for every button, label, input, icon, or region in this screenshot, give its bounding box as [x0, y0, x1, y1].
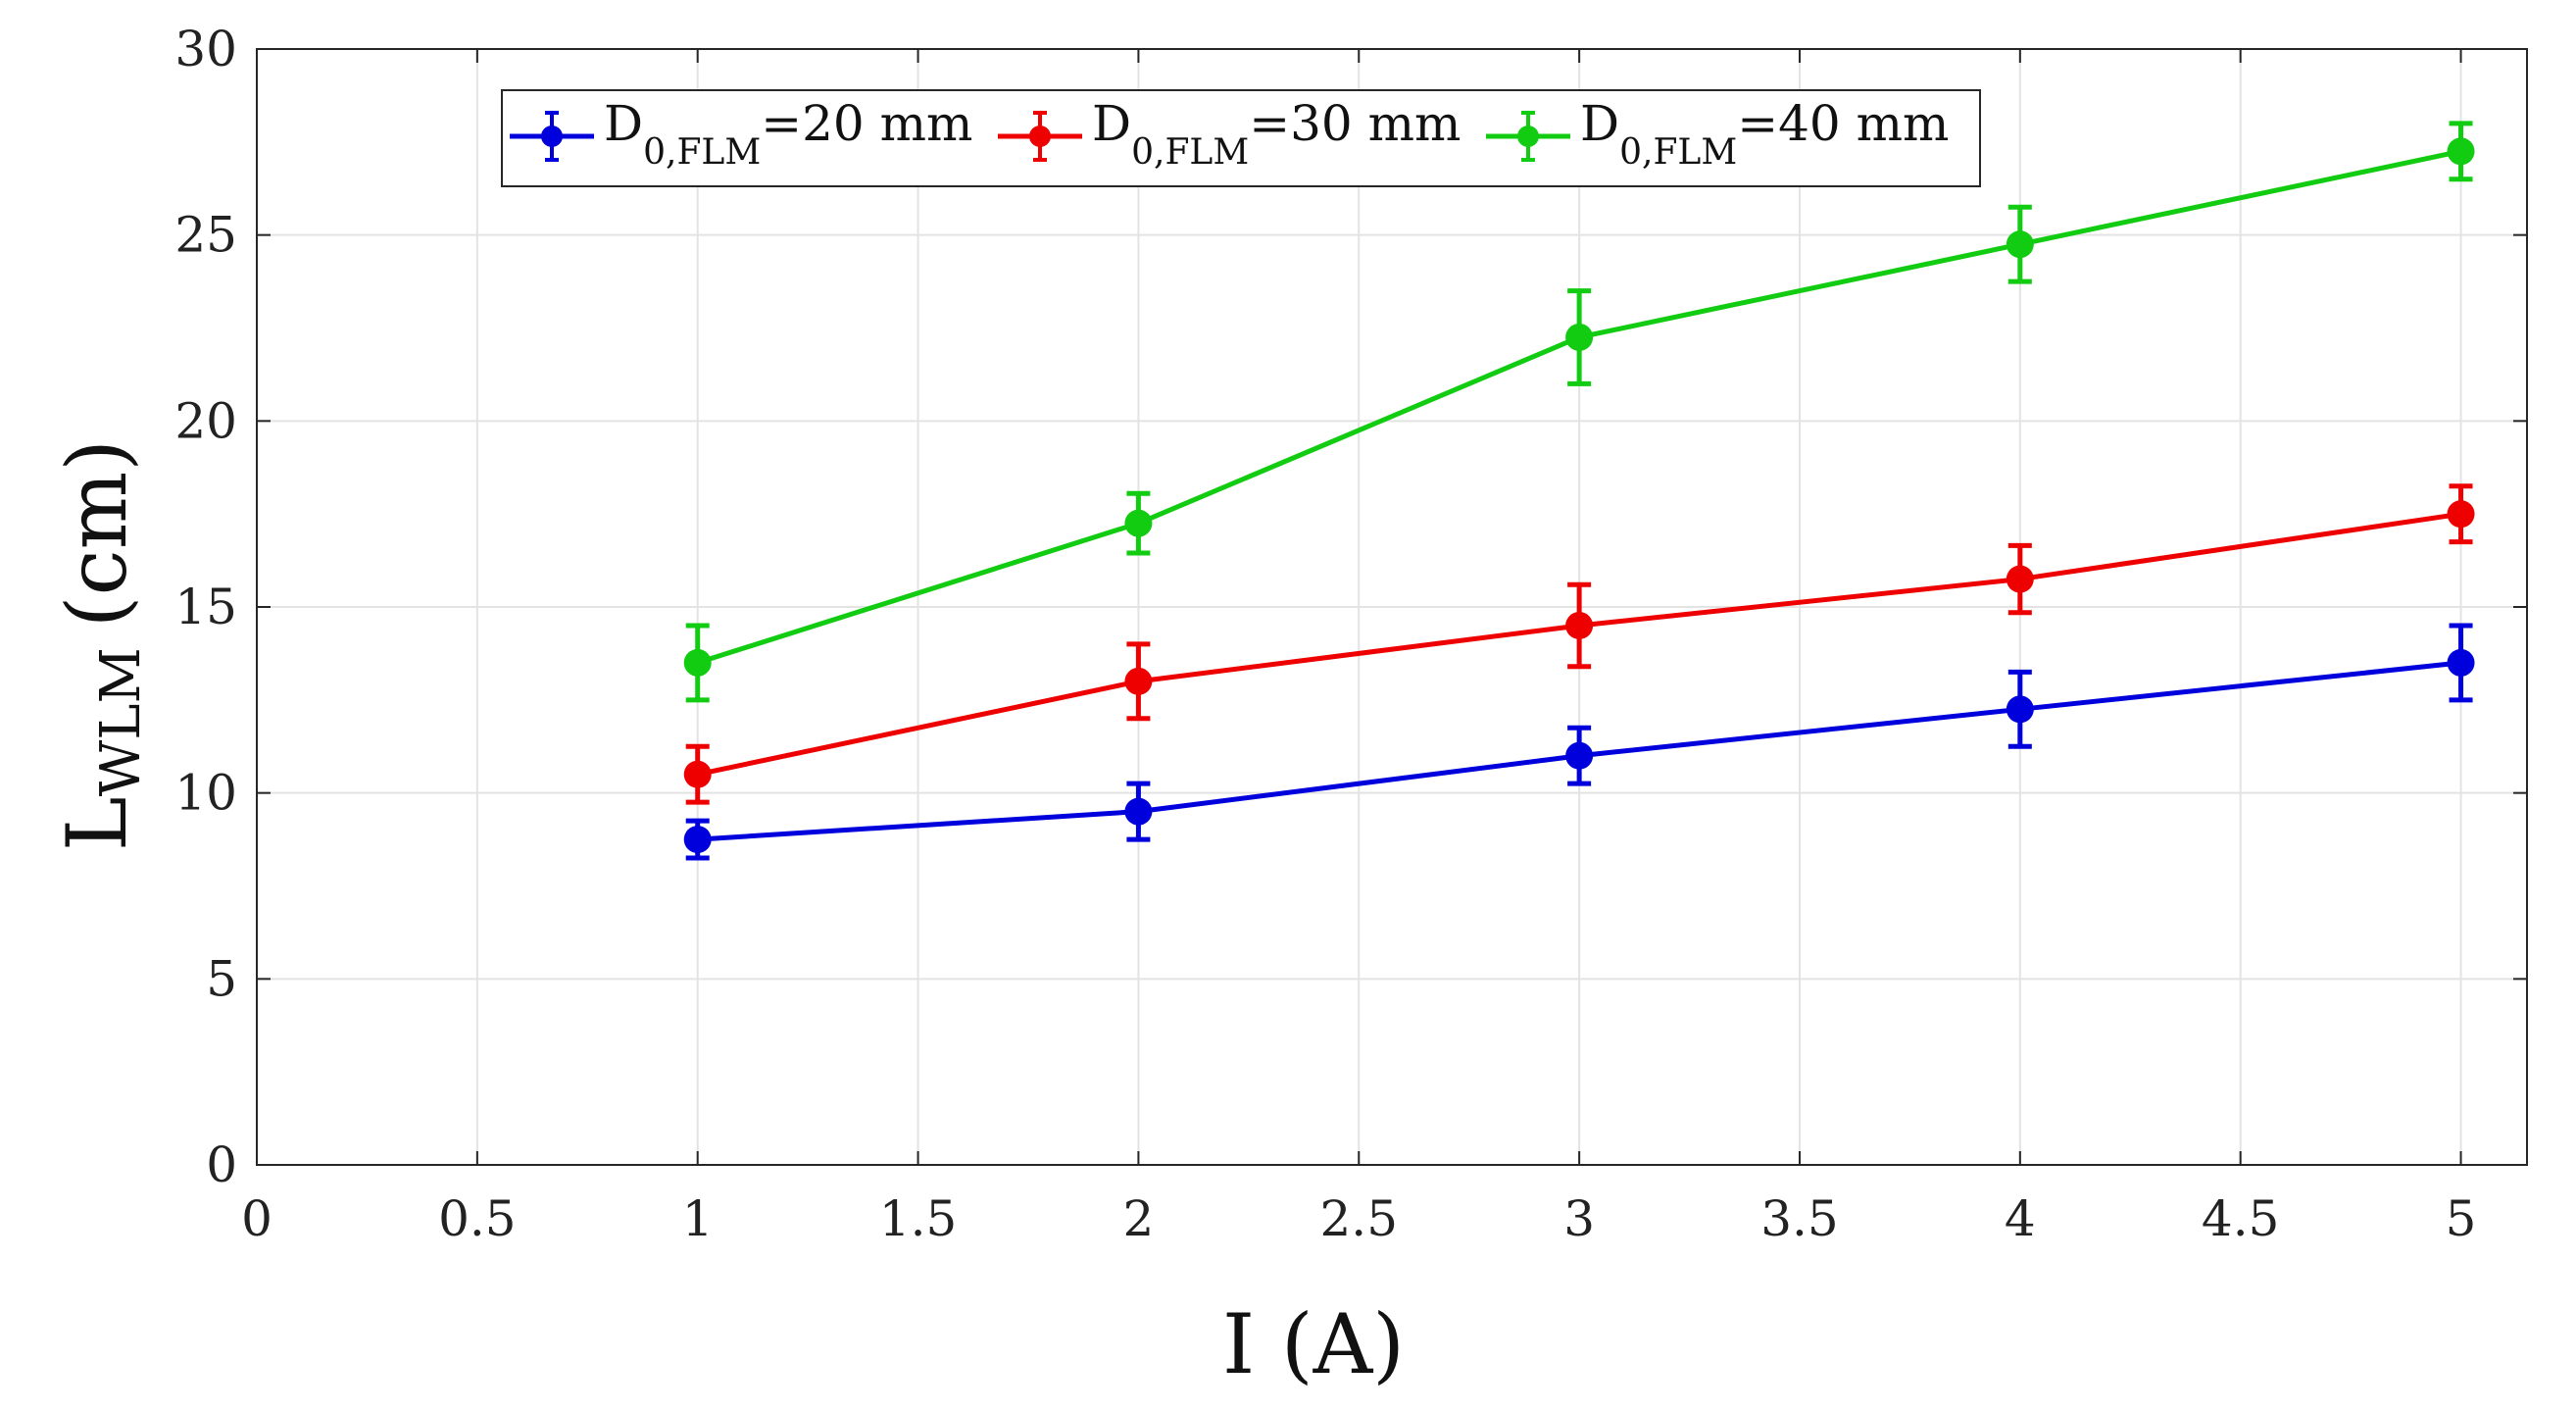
y-tick-label: 15	[174, 579, 237, 635]
data-point	[1565, 611, 1594, 639]
legend-label-subscript: 0,FLM	[643, 132, 761, 173]
legend-label: D0,FLM=30 mm	[1092, 95, 1461, 173]
y-tick-label: 10	[174, 765, 237, 822]
data-point	[2447, 500, 2475, 529]
data-point	[2006, 695, 2034, 724]
svg-text:LWLM(cm): LWLM (cm)	[49, 439, 153, 851]
y-tick-label: 0	[206, 1136, 237, 1193]
legend-label: D0,FLM=40 mm	[1580, 95, 1949, 173]
data-point	[683, 826, 712, 854]
x-tick-label: 3	[1563, 1190, 1595, 1247]
x-tick-label: 1	[682, 1190, 714, 1247]
series-2	[683, 483, 2475, 805]
x-tick-label: 0.5	[438, 1190, 517, 1247]
data-point	[1124, 797, 1153, 826]
axis-ticks: 0 0.5 1 1.5 2 2.5 3 3.5 4 4.5 5 0 5 10 15 20 25 30	[174, 21, 2527, 1247]
legend-label-main: D	[604, 95, 643, 152]
x-axis-label: I (A)	[1222, 1296, 1405, 1392]
y-axis-label-unit: (cm)	[49, 439, 145, 628]
x-tick-label: 3.5	[1760, 1190, 1839, 1247]
y-tick-label: 5	[206, 950, 237, 1007]
y-axis-label-main: L	[49, 796, 145, 851]
data-point	[2006, 230, 2034, 259]
x-tick-label: 5	[2446, 1190, 2477, 1247]
y-axis-label-subscript: WLM	[89, 647, 153, 796]
data-point	[2006, 565, 2034, 593]
x-tick-label: 4	[2005, 1190, 2036, 1247]
legend-label-rest: =40 mm	[1737, 95, 1949, 152]
legend-label-main: D	[1092, 95, 1131, 152]
legend-swatch-marker	[541, 126, 563, 147]
x-tick-label: 1.5	[879, 1190, 958, 1247]
data-point	[2447, 137, 2475, 166]
legend-label: D0,FLM=20 mm	[604, 95, 972, 173]
y-tick-label: 25	[174, 207, 237, 264]
legend-box	[501, 89, 1981, 187]
y-tick-label: 20	[174, 392, 237, 449]
data-point	[1124, 509, 1153, 537]
legend-item-2: D0,FLM=30 mm	[998, 95, 1461, 173]
x-tick-label: 4.5	[2202, 1190, 2280, 1247]
data-point	[1124, 667, 1153, 695]
y-tick-label: 30	[174, 21, 237, 77]
series-1	[683, 623, 2475, 861]
legend-item-3: D0,FLM=40 mm	[1486, 95, 1949, 173]
legend-item-1: D0,FLM=20 mm	[510, 95, 972, 173]
legend-label-subscript: 0,FLM	[1619, 132, 1737, 173]
legend-items: D0,FLM=20 mm D0,FLM=30 mm D0,FLM=40 mm	[510, 95, 1949, 173]
data-point	[1565, 741, 1594, 770]
data-point	[683, 648, 712, 677]
series-3	[683, 121, 2475, 703]
legend-label-rest: =30 mm	[1249, 95, 1461, 152]
data-point	[1565, 323, 1594, 351]
legend-swatch-marker	[1517, 126, 1539, 147]
data-series	[683, 121, 2475, 861]
x-tick-label: 2	[1123, 1190, 1155, 1247]
x-tick-label: 2.5	[1320, 1190, 1399, 1247]
data-point	[683, 760, 712, 788]
data-point	[2447, 648, 2475, 677]
y-axis-label: LWLM (cm)	[49, 439, 153, 851]
legend-label-rest: =20 mm	[761, 95, 972, 152]
legend-label-subscript: 0,FLM	[1131, 132, 1249, 173]
x-tick-label: 0	[241, 1190, 272, 1247]
legend-label-main: D	[1580, 95, 1619, 152]
legend-swatch-marker	[1029, 126, 1051, 147]
legend: D0,FLM=20 mm D0,FLM=30 mm D0,FLM=40 mm	[501, 89, 1981, 187]
